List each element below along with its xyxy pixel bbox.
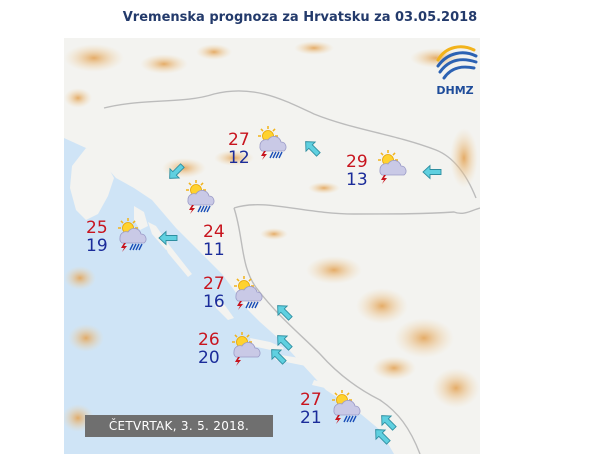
dhmz-logo-text: DHMZ xyxy=(436,84,474,97)
dhmz-logo: DHMZ xyxy=(430,40,480,98)
max-temp-gospic: 24 xyxy=(203,222,225,242)
wind-arrow-kvarner xyxy=(158,230,178,246)
wind-arrow-south-dalmatia-1 xyxy=(381,415,397,431)
wind-arrow-south-dalmatia-2 xyxy=(375,429,391,445)
wind-arrow-central-dalmatia-1 xyxy=(277,335,293,351)
max-temp-osijek: 29 xyxy=(346,152,368,172)
min-temp-split: 20 xyxy=(198,348,220,368)
wind-arrow-zagreb xyxy=(305,141,321,157)
sun-cloud-lightning-rain-icon xyxy=(228,276,268,314)
map-title: Vremenska prognoza za Hrvatsku za 03.05.… xyxy=(122,10,478,25)
wind-arrow-north-adriatic xyxy=(169,163,185,179)
sun-cloud-lightning-icon xyxy=(226,332,266,370)
sun-cloud-lightning-rain-icon xyxy=(326,390,366,428)
wind-arrow-osijek xyxy=(422,164,442,180)
date-label: ČETVRTAK, 3. 5. 2018. xyxy=(85,415,273,437)
sun-cloud-lightning-rain-icon xyxy=(112,218,152,256)
min-temp-rijeka: 19 xyxy=(86,236,108,256)
max-temp-rijeka: 25 xyxy=(86,218,108,238)
max-temp-zadar: 27 xyxy=(203,274,225,294)
min-temp-zagreb: 12 xyxy=(228,148,250,168)
min-temp-gospic: 11 xyxy=(203,240,225,260)
max-temp-zagreb: 27 xyxy=(228,130,250,150)
max-temp-split: 26 xyxy=(198,330,220,350)
min-temp-zadar: 16 xyxy=(203,292,225,312)
sun-cloud-lightning-rain-icon xyxy=(180,180,220,218)
sun-cloud-lightning-icon xyxy=(372,150,412,188)
wind-arrow-north-dalmatia xyxy=(277,305,293,321)
max-temp-dubrovnik: 27 xyxy=(300,390,322,410)
min-temp-osijek: 13 xyxy=(346,170,368,190)
min-temp-dubrovnik: 21 xyxy=(300,408,322,428)
wind-arrow-central-dalmatia-2 xyxy=(271,349,287,365)
dhmz-logo-icon xyxy=(436,45,478,80)
sun-cloud-lightning-rain-icon xyxy=(252,126,292,164)
croatia-map xyxy=(64,38,480,454)
